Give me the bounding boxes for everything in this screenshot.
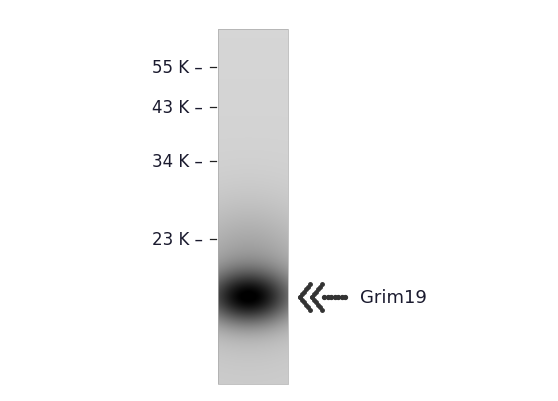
Text: Grim19: Grim19 xyxy=(360,288,427,306)
Text: 55 K –: 55 K – xyxy=(152,59,203,77)
Text: 43 K –: 43 K – xyxy=(152,99,203,117)
Text: 34 K –: 34 K – xyxy=(152,153,203,170)
Text: 23 K –: 23 K – xyxy=(152,231,203,248)
Bar xyxy=(218,30,288,384)
